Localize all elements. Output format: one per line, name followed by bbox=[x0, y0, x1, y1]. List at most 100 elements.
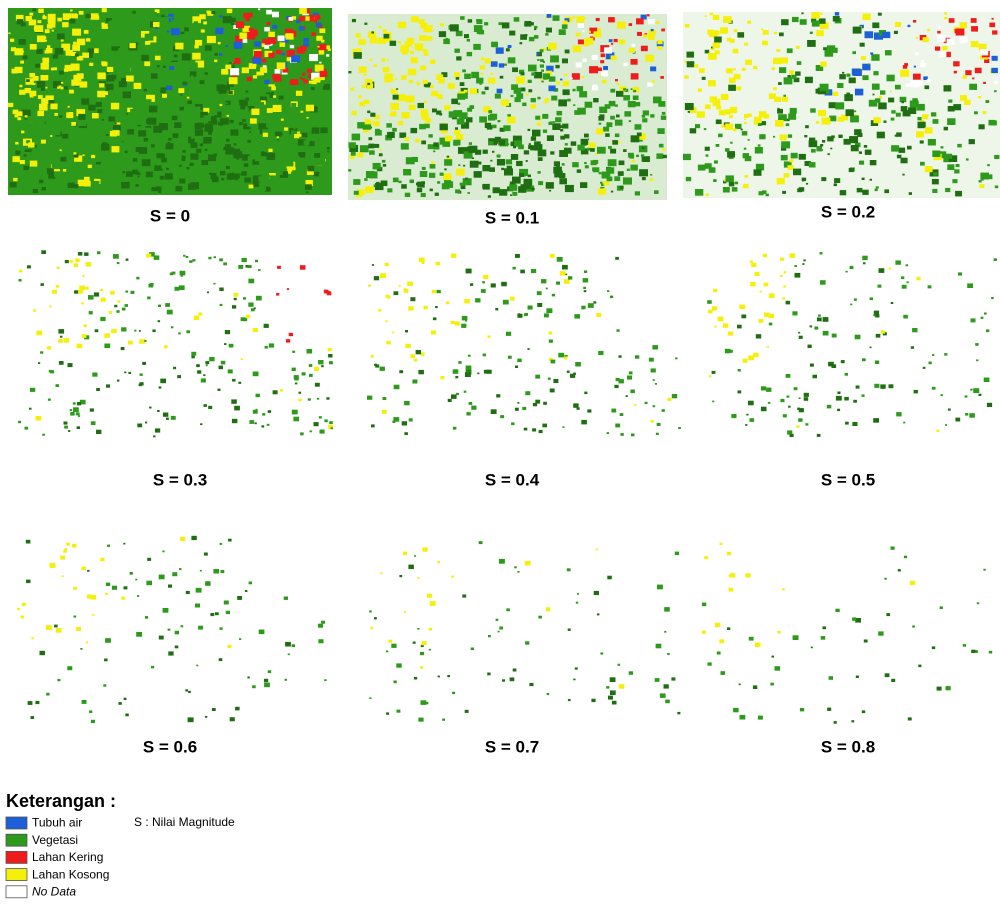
map-pixel bbox=[86, 641, 88, 643]
map-pixel bbox=[582, 30, 584, 32]
map-pixel bbox=[782, 297, 785, 299]
map-pixel bbox=[499, 559, 505, 564]
map-pixel bbox=[41, 140, 46, 144]
map-pixel bbox=[712, 371, 716, 374]
map-pixel bbox=[234, 143, 237, 145]
map-pixel bbox=[50, 563, 56, 568]
map-pixel bbox=[451, 576, 454, 578]
map-pixel bbox=[140, 373, 143, 376]
map-pixel bbox=[913, 74, 921, 80]
map-pixel bbox=[109, 15, 113, 18]
map-pixel bbox=[243, 39, 248, 43]
map-pixel bbox=[576, 63, 582, 68]
map-pixel bbox=[214, 256, 216, 258]
map-pixel bbox=[74, 616, 77, 618]
map-pixel bbox=[394, 681, 397, 684]
map-pixel bbox=[835, 102, 844, 109]
map-pixel bbox=[87, 129, 94, 135]
map-pixel bbox=[547, 693, 550, 695]
map-pixel bbox=[318, 639, 323, 643]
map-pixel bbox=[375, 364, 379, 367]
map-pixel bbox=[219, 366, 224, 370]
map-pixel bbox=[467, 147, 471, 150]
map-pixel bbox=[105, 593, 108, 595]
map-pixel bbox=[695, 189, 703, 196]
map-pixel bbox=[662, 112, 666, 115]
map-pixel bbox=[161, 169, 163, 171]
map-pixel bbox=[69, 112, 73, 116]
map-pixel bbox=[253, 64, 257, 67]
map-pixel bbox=[643, 156, 650, 162]
map-pixel bbox=[390, 41, 397, 46]
map-pixel bbox=[465, 710, 469, 713]
map-pixel bbox=[29, 13, 33, 16]
map-pixel bbox=[228, 91, 233, 95]
map-pixel bbox=[678, 427, 681, 429]
map-pixel bbox=[48, 399, 51, 401]
map-pixel bbox=[74, 184, 79, 188]
map-pixel bbox=[862, 358, 866, 361]
map-pixel bbox=[80, 121, 86, 126]
map-pixel bbox=[166, 418, 169, 420]
map-pixel bbox=[164, 345, 168, 348]
map-pixel bbox=[844, 94, 853, 101]
map-pixel bbox=[385, 320, 387, 322]
map-pixel bbox=[657, 585, 663, 590]
map-pixel bbox=[986, 100, 990, 103]
map-pixel bbox=[583, 278, 589, 282]
map-pixel bbox=[560, 79, 562, 81]
map-pixel bbox=[417, 188, 422, 192]
map-pixel bbox=[420, 652, 424, 655]
map-pixel bbox=[447, 675, 450, 677]
map-pixel bbox=[607, 177, 613, 182]
map-pixel bbox=[652, 80, 655, 83]
map-pixel bbox=[54, 625, 58, 628]
map-pixel bbox=[844, 139, 851, 145]
map-pixel bbox=[631, 73, 639, 79]
map-pixel bbox=[870, 160, 877, 165]
map-pixel bbox=[439, 31, 446, 37]
map-pixel bbox=[538, 157, 543, 161]
map-pixel bbox=[832, 334, 837, 338]
map-pixel bbox=[584, 290, 587, 292]
map-pixel bbox=[942, 46, 947, 50]
map-pixel bbox=[453, 427, 457, 430]
map-pixel bbox=[635, 124, 642, 130]
map-pixel bbox=[369, 611, 372, 613]
map-pixel bbox=[705, 147, 710, 151]
map-pixel bbox=[366, 171, 375, 178]
map-pixel bbox=[760, 291, 762, 293]
map-pixel bbox=[259, 165, 267, 171]
map-pixel bbox=[777, 178, 785, 185]
map-pixel bbox=[249, 28, 253, 32]
map-pixel bbox=[367, 83, 370, 85]
map-pixel bbox=[460, 82, 465, 86]
map-pixel bbox=[358, 39, 365, 45]
map-pixel bbox=[823, 317, 829, 322]
map-pixel bbox=[147, 297, 151, 300]
map-pixel bbox=[565, 50, 570, 54]
map-pixel bbox=[137, 595, 139, 597]
map-pixel bbox=[596, 549, 598, 551]
map-pixel bbox=[553, 167, 562, 174]
map-pixel bbox=[204, 553, 208, 556]
map-pixel bbox=[734, 29, 738, 32]
map-pixel bbox=[17, 19, 24, 24]
map-pixel bbox=[131, 291, 135, 294]
map-pixel bbox=[54, 172, 60, 177]
map-pixel bbox=[992, 56, 998, 61]
map-pixel bbox=[159, 575, 165, 580]
map-pixel bbox=[584, 270, 587, 273]
map-pixel bbox=[614, 39, 618, 42]
map-pixel bbox=[891, 679, 895, 682]
map-pixel bbox=[154, 165, 161, 171]
map-pixel bbox=[944, 85, 952, 91]
map-pixel bbox=[138, 176, 140, 178]
map-pixel bbox=[364, 178, 367, 181]
map-pixel bbox=[160, 379, 166, 384]
map-pixel bbox=[612, 140, 618, 145]
map-pixel bbox=[304, 38, 309, 42]
map-pixel bbox=[971, 41, 979, 47]
map-pixel bbox=[918, 122, 926, 129]
map-pixel bbox=[69, 90, 74, 94]
